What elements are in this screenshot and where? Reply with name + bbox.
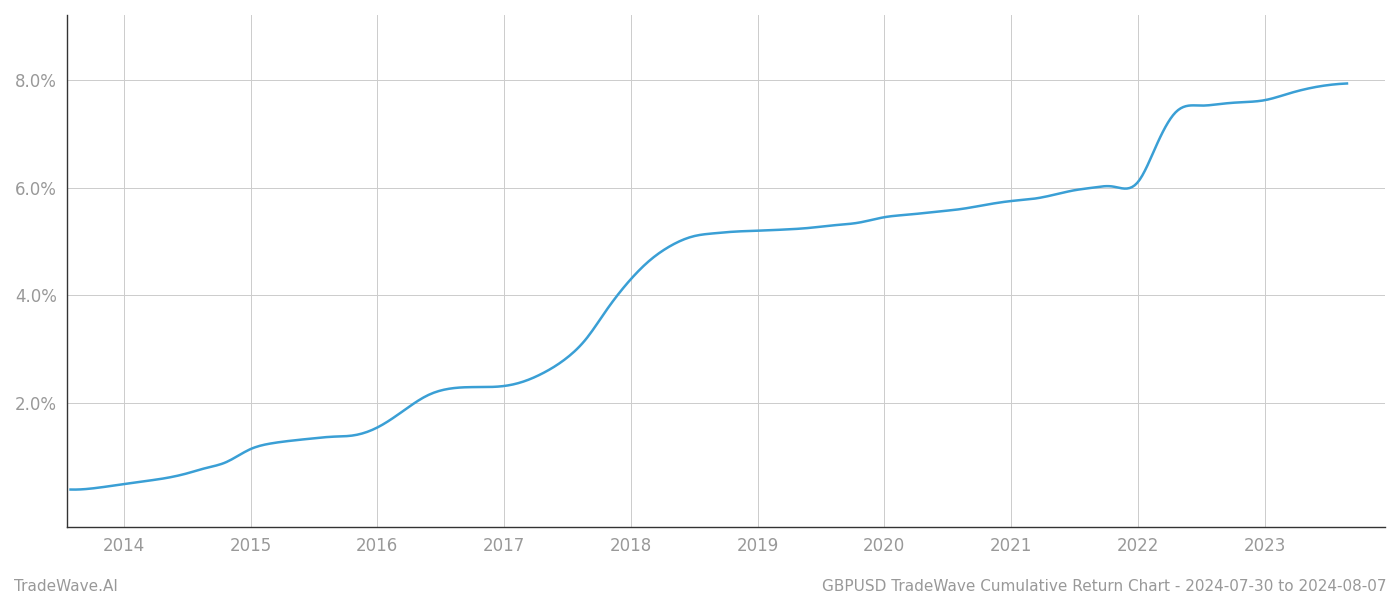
Text: GBPUSD TradeWave Cumulative Return Chart - 2024-07-30 to 2024-08-07: GBPUSD TradeWave Cumulative Return Chart… (822, 579, 1386, 594)
Text: TradeWave.AI: TradeWave.AI (14, 579, 118, 594)
